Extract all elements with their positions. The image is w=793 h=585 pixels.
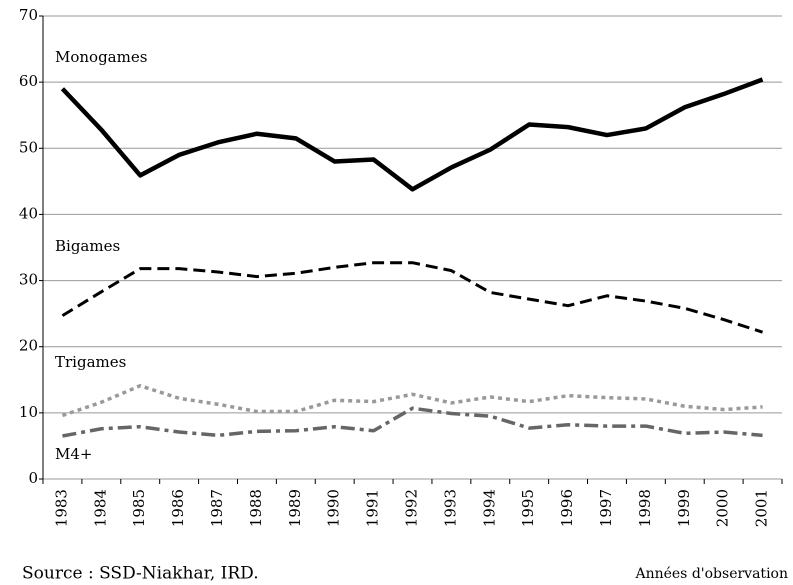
x-tick-label: 1988 [247,489,265,527]
x-tick-label: 1998 [636,489,654,527]
x-tick-label: 1999 [675,489,693,527]
series-line [61,383,763,418]
source-note: Source : SSD-Niakhar, IRD. [22,564,259,584]
x-tick-label: 1992 [403,489,421,527]
x-tick-label: 1994 [480,489,498,527]
y-tick-label: 60 [19,72,38,90]
x-tick-label: 1985 [130,489,148,527]
y-tick-label: 20 [19,337,38,355]
x-tick-label: 1986 [169,489,187,527]
x-tick-label: 2000 [714,489,732,527]
x-tick-label: 1996 [558,489,576,527]
y-tick-label: 70 [19,6,38,24]
y-tick-label: 30 [19,271,38,289]
series-label: Monogames [55,48,147,66]
y-tick-label: 50 [19,138,38,156]
x-tick-label: 1987 [208,489,226,527]
x-tick-label: 1990 [325,489,343,527]
y-tick-label: 0 [28,469,38,487]
series-label: M4+ [55,445,92,463]
x-tick-label: 1997 [597,489,615,527]
x-axis-title: Années d'observation [634,566,788,582]
x-tick-label: 1989 [286,489,304,527]
y-tick-label: 40 [19,204,38,222]
series-label: Bigames [55,237,120,255]
y-tick-label: 10 [19,403,38,421]
series-line [60,77,764,192]
x-tick-label: 1993 [441,489,459,527]
series-line [61,261,764,334]
x-tick-label: 1991 [364,489,382,527]
x-tick-label: 2001 [753,489,771,527]
x-tick-label: 1983 [52,489,70,527]
series-line [62,406,763,438]
x-tick-label: 1995 [519,489,537,527]
series-label: Trigames [55,353,126,371]
x-tick-label: 1984 [91,489,109,527]
